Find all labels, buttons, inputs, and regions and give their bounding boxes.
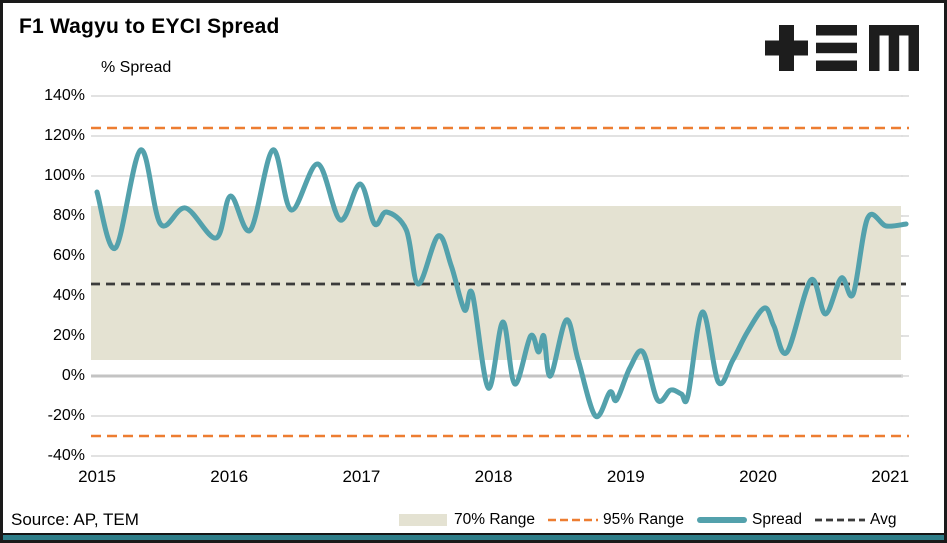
legend-item: Spread — [697, 511, 802, 529]
spread-chart — [91, 95, 909, 457]
y-axis-label: 20% — [52, 327, 85, 344]
y-axis-label: -40% — [47, 447, 85, 464]
x-axis-label: 2021 — [871, 467, 910, 486]
y-axis-label: 40% — [52, 287, 85, 304]
page-title: F1 Wagyu to EYCI Spread — [19, 15, 280, 38]
y-axis-label: 60% — [52, 247, 85, 264]
legend-label: Spread — [752, 511, 803, 528]
legend-item: Avg — [815, 511, 896, 529]
legend-item: 95% Range — [548, 511, 684, 529]
legend-label: 70% Range — [454, 511, 536, 528]
source-note: Source: AP, TEM — [11, 510, 139, 529]
y-axis-label: -20% — [47, 407, 85, 424]
spread-line — [94, 147, 909, 420]
tem-logo-icon — [765, 25, 919, 71]
x-axis-label: 2019 — [606, 467, 645, 486]
legend-swatch-band — [399, 514, 447, 526]
legend-label: Avg — [870, 511, 897, 528]
y-axis-label: 80% — [52, 207, 85, 224]
legend: 70% Range 95% Range Spread Avg — [399, 511, 896, 529]
legend-swatch-line-teal — [697, 517, 748, 523]
y-axis-label: 0% — [61, 367, 85, 384]
y-axis-label: 120% — [44, 127, 85, 144]
legend-label: 95% Range — [603, 511, 685, 528]
y-axis-label: 100% — [44, 167, 85, 184]
x-axis-label: 2018 — [474, 467, 513, 486]
legend-swatch-dashed-orange — [548, 518, 599, 522]
y-axis-label: 140% — [44, 87, 85, 104]
x-axis-label: 2015 — [78, 467, 116, 486]
legend-item: 70% Range — [399, 511, 535, 529]
x-axis-label: 2016 — [210, 467, 249, 486]
footer-bar — [3, 533, 944, 540]
y-axis-title: % Spread — [101, 59, 172, 76]
x-axis-label: 2020 — [739, 467, 777, 486]
legend-swatch-dashed-dark — [815, 518, 866, 522]
x-axis-label: 2017 — [342, 467, 381, 486]
